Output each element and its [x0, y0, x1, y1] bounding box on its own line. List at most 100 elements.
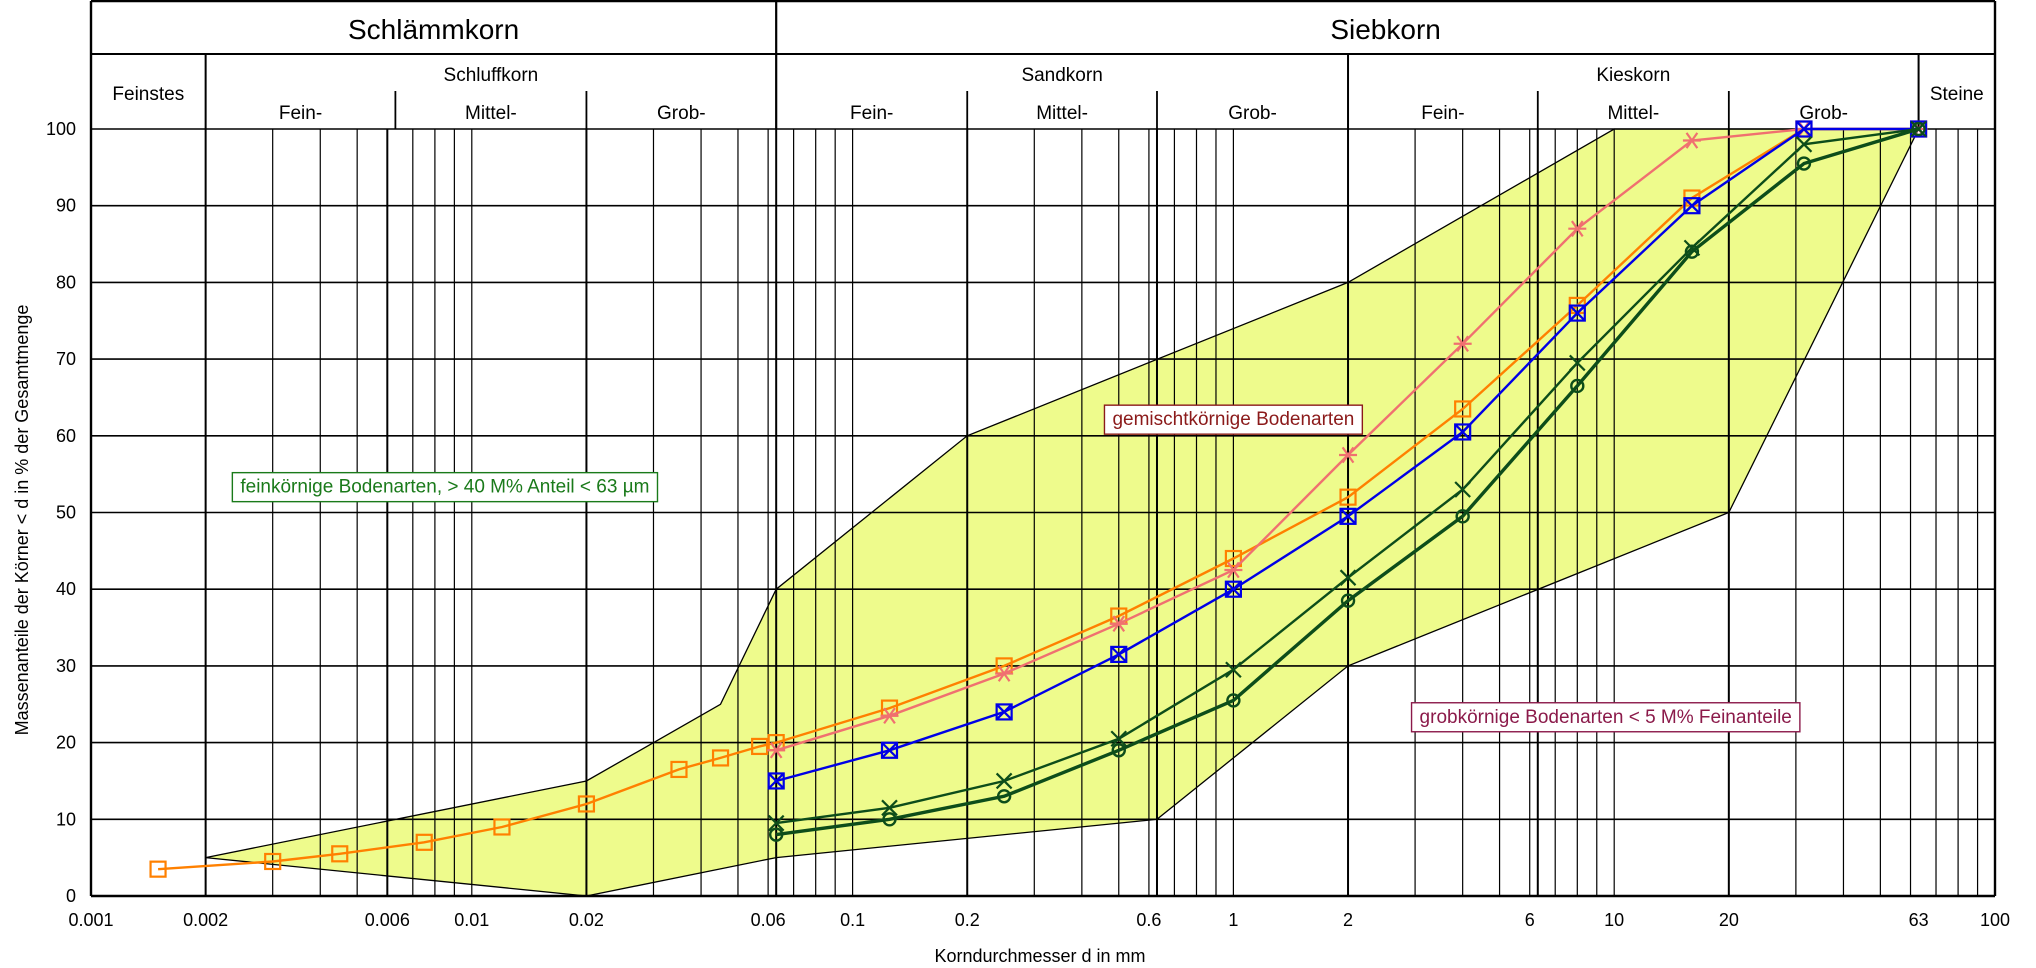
data-point: [1795, 120, 1813, 138]
grain-class-header: Schlämmkorn Siebkorn Feinstes Schluffkorn Sa…: [89, 0, 1997, 129]
data-point: [149, 860, 167, 878]
data-point: [577, 795, 596, 813]
data-point: [1568, 304, 1586, 322]
point-box-marker: [767, 772, 785, 790]
point-circle-marker: [1226, 693, 1241, 708]
point-square-marker: [415, 833, 433, 851]
point-circle-marker: [1340, 593, 1356, 608]
point-box-cross: [1683, 197, 1701, 214]
region-label-text: grobkörnige Bodenarten < 5 M% Feinanteil…: [1420, 707, 1792, 728]
point-square-marker: [577, 795, 596, 813]
point-box-cross: [1454, 423, 1471, 441]
data-point: [1339, 446, 1358, 464]
point-square-marker: [493, 818, 511, 836]
data-point: [882, 812, 897, 827]
x-axis-label: Korndurchmesser d in mm: [934, 946, 1145, 966]
y-tick-label: 100: [46, 119, 76, 139]
header-subgroup-label: Fein-: [1421, 103, 1464, 124]
point-x-marker: [1110, 730, 1128, 748]
y-tick-label: 70: [56, 349, 76, 369]
point-x-marker: [881, 799, 898, 817]
point-square-marker: [711, 749, 730, 767]
region-label-box: [1410, 702, 1801, 733]
point-square-marker: [751, 737, 769, 756]
point-box-marker: [1110, 645, 1128, 663]
point-box-marker: [995, 703, 1013, 721]
point-square-marker: [1224, 549, 1243, 568]
y-tick-label: 20: [56, 733, 76, 753]
point-asterisk-marker: [1456, 335, 1469, 353]
x-tick-label: 0.001: [68, 910, 113, 930]
data-point: [996, 789, 1012, 804]
x-tick-label: 0.06: [751, 910, 786, 930]
header-subgroup-label: Grob-: [657, 103, 706, 124]
x-tick-label: 2: [1343, 910, 1353, 930]
data-point: [670, 760, 688, 779]
header-subgroup-label: Mittel-: [1036, 103, 1088, 124]
data-point: [1109, 615, 1128, 632]
point-box-cross: [1795, 120, 1813, 138]
point-x-marker: [767, 814, 785, 832]
point-box-cross: [767, 772, 785, 790]
data-point: [415, 833, 433, 851]
point-box-marker: [1683, 197, 1701, 215]
point-box-marker: [880, 741, 899, 759]
x-tick-label: 100: [1980, 910, 2010, 930]
point-box-cross: [1339, 508, 1357, 525]
point-box-cross: [995, 703, 1013, 721]
grading-curves: [149, 120, 1928, 878]
point-circle-marker: [1111, 743, 1126, 758]
x-tick-label: 0.02: [569, 910, 604, 930]
point-asterisk-marker: [769, 741, 783, 759]
header-group-label: Steine: [1930, 84, 1984, 105]
data-point: [1110, 730, 1128, 748]
data-point: [1339, 569, 1357, 586]
data-point: [493, 818, 511, 836]
x-tick-label: 63: [1909, 910, 1929, 930]
y-tick-label: 0: [66, 886, 76, 906]
data-point: [1225, 661, 1242, 679]
point-square-marker: [1454, 400, 1472, 418]
data-point: [767, 772, 785, 790]
data-point: [711, 749, 730, 767]
header-subgroup-label: Grob-: [1228, 103, 1277, 124]
data-point: [1454, 400, 1472, 418]
data-point: [1226, 693, 1241, 708]
x-tick-label: 0.002: [183, 910, 228, 930]
x-tick-label: 1: [1228, 910, 1238, 930]
point-box-marker: [1454, 423, 1472, 441]
x-tick-label: 20: [1719, 910, 1739, 930]
point-asterisk-marker: [1112, 615, 1126, 632]
chart-grid: [89, 128, 1997, 898]
y-tick-label: 60: [56, 426, 76, 446]
x-tick-label: 0.6: [1136, 910, 1161, 930]
region-label-text: gemischtkörnige Bodenarten: [1112, 409, 1354, 430]
point-box-marker: [1568, 304, 1586, 322]
header-subgroup-label: Fein-: [850, 103, 893, 124]
point-asterisk-marker: [1341, 446, 1355, 464]
region-label: gemischtkörnige Bodenarten: [1103, 404, 1364, 435]
point-asterisk-marker: [1227, 561, 1240, 579]
region-label-box: [231, 471, 659, 503]
point-x-marker: [1569, 354, 1586, 372]
curve-line: [158, 127, 1919, 871]
data-point: [1682, 132, 1701, 149]
data-point: [1454, 423, 1472, 441]
data-point: [767, 814, 785, 832]
data-point: [1339, 488, 1357, 506]
point-circle-marker: [1911, 121, 1926, 137]
x-tick-label: 6: [1525, 910, 1535, 930]
point-square-marker: [331, 845, 349, 863]
data-point: [1683, 197, 1701, 215]
header-group-label: Sandkorn: [1021, 65, 1102, 86]
data-point: [1339, 507, 1357, 525]
point-box-marker: [1795, 120, 1813, 138]
point-asterisk-marker: [1685, 132, 1699, 149]
data-point: [1454, 481, 1471, 498]
point-x-marker: [1454, 481, 1471, 498]
point-box-marker: [1224, 580, 1243, 598]
point-square-marker: [149, 860, 167, 878]
data-point: [1568, 220, 1587, 237]
y-tick-label: 40: [56, 579, 76, 599]
